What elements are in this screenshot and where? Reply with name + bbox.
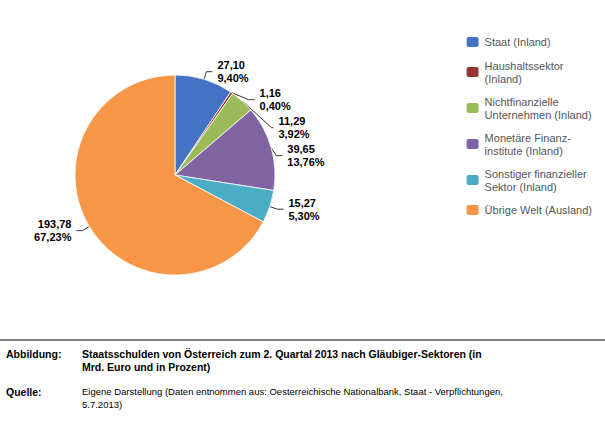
svg-text:institute (Inland): institute (Inland) bbox=[485, 145, 563, 157]
svg-text:Mrd. Euro und in Prozent): Mrd. Euro und in Prozent) bbox=[82, 361, 210, 373]
svg-text:13,76%: 13,76% bbox=[287, 156, 325, 168]
svg-text:Staat (Inland): Staat (Inland) bbox=[485, 36, 551, 48]
svg-text:Monetäre Finanz-: Monetäre Finanz- bbox=[485, 132, 572, 144]
svg-text:193,78: 193,78 bbox=[38, 218, 72, 230]
svg-text:0,40%: 0,40% bbox=[260, 100, 291, 112]
svg-text:(Inland): (Inland) bbox=[485, 73, 522, 85]
svg-text:Staatsschulden von Österreich: Staatsschulden von Österreich zum 2. Qua… bbox=[82, 348, 482, 360]
svg-text:Nichtfinanzielle: Nichtfinanzielle bbox=[485, 96, 559, 108]
svg-text:Sonstiger finanzieller: Sonstiger finanzieller bbox=[485, 168, 587, 180]
svg-text:Quelle:: Quelle: bbox=[6, 386, 42, 398]
svg-text:67,23%: 67,23% bbox=[34, 231, 72, 243]
svg-text:Abbildung:: Abbildung: bbox=[6, 348, 61, 360]
svg-text:15,27: 15,27 bbox=[288, 197, 316, 209]
svg-text:11,29: 11,29 bbox=[278, 115, 305, 127]
svg-text:27,10: 27,10 bbox=[217, 59, 245, 71]
svg-text:Sektor (Inland): Sektor (Inland) bbox=[485, 181, 557, 193]
svg-text:Unternehmen (Inland): Unternehmen (Inland) bbox=[485, 109, 592, 121]
svg-text:Übrige Welt (Ausland): Übrige Welt (Ausland) bbox=[485, 204, 592, 216]
svg-text:5,30%: 5,30% bbox=[288, 210, 319, 222]
svg-text:9,40%: 9,40% bbox=[217, 72, 248, 84]
svg-text:39,65: 39,65 bbox=[287, 143, 315, 155]
svg-text:1,16: 1,16 bbox=[260, 87, 281, 99]
svg-text:5.7.2013): 5.7.2013) bbox=[82, 399, 122, 410]
svg-text:3,92%: 3,92% bbox=[278, 128, 309, 140]
svg-text:Eigene Darstellung (Daten entn: Eigene Darstellung (Daten entnommen aus:… bbox=[82, 386, 503, 397]
svg-text:Haushaltssektor: Haushaltssektor bbox=[485, 60, 564, 72]
